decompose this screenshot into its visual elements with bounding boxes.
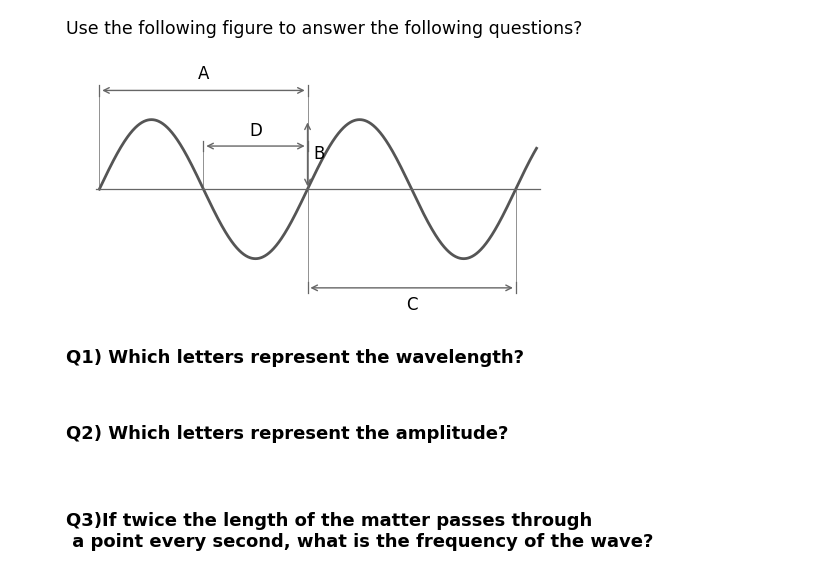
Text: C: C (405, 296, 417, 314)
Text: D: D (249, 122, 261, 140)
Text: A: A (198, 66, 209, 83)
Text: B: B (313, 146, 324, 164)
Text: Q2) Which letters represent the amplitude?: Q2) Which letters represent the amplitud… (66, 425, 508, 443)
Text: Use the following figure to answer the following questions?: Use the following figure to answer the f… (66, 20, 582, 38)
Text: Q3)If twice the length of the matter passes through
 a point every second, what : Q3)If twice the length of the matter pas… (66, 512, 653, 551)
Text: Q1) Which letters represent the wavelength?: Q1) Which letters represent the waveleng… (66, 349, 523, 367)
